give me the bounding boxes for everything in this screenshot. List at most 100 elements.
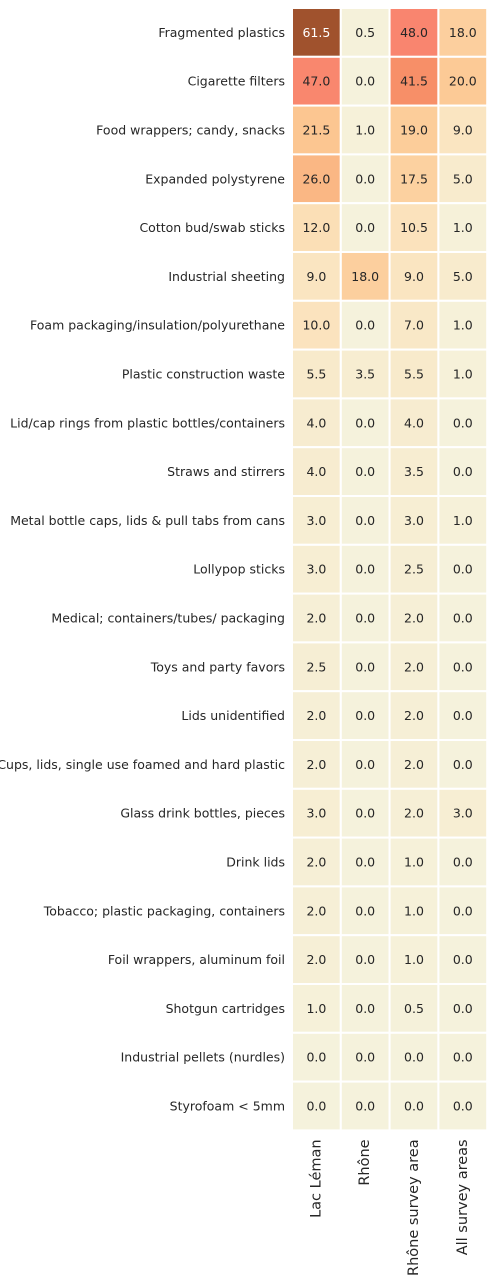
heatmap-cell-value-r21-c0: 0.0 [306,1050,326,1065]
heatmap-cell-r21-c0 [291,1031,342,1083]
heatmap-cell-value-r8-c0: 4.0 [306,415,326,430]
row-label-lollypop-sticks: Lollypop sticks [193,562,285,577]
heatmap-cell-value-r6-c2: 7.0 [404,318,424,333]
heatmap-cell-value-r19-c3: 0.0 [453,952,473,967]
heatmap-cell-r20-c1 [339,983,391,1034]
heatmap-cell-value-r4-c1: 0.0 [355,220,375,235]
heatmap-cell-value-r16-c1: 0.0 [355,806,375,821]
row-label-toys-and-party-favors: Toys and party favors [150,659,285,674]
heatmap-cell-value-r6-c3: 1.0 [453,318,473,333]
heatmap-cell-r0-c3 [437,7,489,58]
row-label-food-wrappers-candy-snacks: Food wrappers; candy, snacks [96,123,285,138]
heatmap-cell-value-r16-c3: 3.0 [453,806,473,821]
heatmap-cell-r19-c3 [437,934,489,986]
heatmap-cell-value-r15-c3: 0.0 [453,757,473,772]
heatmap-cell-value-r14-c1: 0.0 [355,708,375,723]
heatmap-cell-value-r18-c2: 1.0 [404,903,424,918]
heatmap-cell-value-r12-c1: 0.0 [355,611,375,626]
heatmap-cell-r11-c3 [437,543,489,595]
heatmap-cell-r3-c1 [339,153,391,205]
heatmap-cell-value-r20-c2: 0.5 [404,1001,424,1016]
heatmap-cells: 61.5 0.5 48.0 18.0 47.0 0.0 41.5 20.0 21.5 1.0 19.… [291,7,489,1132]
heatmap-cell-value-r8-c1: 0.0 [355,415,375,430]
column-label-rh-ne: Rhône [357,1139,373,1185]
heatmap-cell-value-r20-c3: 0.0 [453,1001,473,1016]
heatmap-cell-r22-c3 [437,1080,489,1132]
heatmap-cell-value-r4-c0: 12.0 [302,220,330,235]
heatmap-cell-r12-c2 [388,592,440,644]
heatmap-cell-value-r7-c2: 5.5 [404,367,424,382]
column-label-all-survey-areas: All survey areas [455,1139,471,1255]
heatmap-cell-value-r7-c3: 1.0 [453,367,473,382]
row-label-straws-and-stirrers: Straws and stirrers [167,464,285,479]
heatmap-cell-value-r0-c0: 61.5 [302,25,330,40]
heatmap-cell-r16-c1 [339,787,391,839]
heatmap-cell-r19-c0 [291,934,342,986]
heatmap-cell-r16-c3 [437,787,489,839]
heatmap-cell-r4-c2 [388,202,440,253]
heatmap-cell-r7-c2 [388,348,440,400]
heatmap-cell-value-r8-c3: 0.0 [453,415,473,430]
heatmap-cell-value-r12-c0: 2.0 [306,611,326,626]
heatmap-cell-value-r21-c1: 0.0 [355,1050,375,1065]
heatmap-cell-value-r10-c0: 3.0 [306,513,326,528]
heatmap-cell-r21-c3 [437,1031,489,1083]
heatmap-cell-value-r22-c0: 0.0 [306,1099,326,1114]
heatmap-cell-r15-c3 [437,739,489,790]
heatmap-cell-value-r10-c2: 3.0 [404,513,424,528]
heatmap-cell-r11-c0 [291,543,342,595]
heatmap-cell-r18-c0 [291,885,342,937]
row-label-industrial-sheeting: Industrial sheeting [168,269,285,284]
heatmap-cell-value-r11-c0: 3.0 [306,562,326,577]
heatmap-cell-value-r22-c1: 0.0 [355,1099,375,1114]
row-label-industrial-pellets-nurdles: Industrial pellets (nurdles) [121,1050,285,1065]
heatmap-cell-r17-c3 [437,836,489,888]
heatmap-cell-value-r22-c2: 0.0 [404,1099,424,1114]
heatmap-cell-value-r0-c3: 18.0 [449,25,477,40]
heatmap-cell-r14-c2 [388,690,440,742]
heatmap-cell-value-r20-c1: 0.0 [355,1001,375,1016]
heatmap-cell-r18-c1 [339,885,391,937]
row-label-drink-lids: Drink lids [226,855,285,870]
heatmap-cell-value-r18-c1: 0.0 [355,903,375,918]
heatmap-cell-value-r20-c0: 1.0 [306,1001,326,1016]
heatmap-cell-value-r14-c3: 0.0 [453,708,473,723]
heatmap-cell-value-r5-c2: 9.0 [404,269,424,284]
heatmap-cell-value-r16-c2: 2.0 [404,806,424,821]
heatmap-cell-r1-c3 [437,55,489,107]
heatmap-cell-value-r5-c3: 5.0 [453,269,473,284]
heatmap-cell-value-r17-c2: 1.0 [404,855,424,870]
heatmap-cell-value-r16-c0: 3.0 [306,806,326,821]
heatmap-cell-r7-c0 [291,348,342,400]
heatmap-cell-value-r2-c2: 19.0 [400,123,428,138]
heatmap-cell-r20-c0 [291,983,342,1034]
heatmap-cell-value-r17-c3: 0.0 [453,855,473,870]
heatmap-cell-value-r17-c1: 0.0 [355,855,375,870]
heatmap-cell-value-r10-c3: 1.0 [453,513,473,528]
heatmap-cell-value-r18-c0: 2.0 [306,903,326,918]
heatmap-cell-r5-c2 [388,251,440,302]
heatmap-cell-r21-c2 [388,1031,440,1083]
row-label-shotgun-cartridges: Shotgun cartridges [166,1001,285,1016]
row-label-lids-unidentified: Lids unidentified [181,708,285,723]
heatmap-cell-value-r13-c3: 0.0 [453,659,473,674]
row-label-cotton-bud-swab-sticks: Cotton bud/swab sticks [139,220,285,235]
heatmap-cell-value-r2-c1: 1.0 [355,123,375,138]
heatmap-cell-value-r11-c2: 2.5 [404,562,424,577]
row-labels: Fragmented plastics Cigarette filters Food… [0,25,285,1114]
heatmap-cell-r22-c0 [291,1080,342,1132]
heatmap-cell-value-r21-c3: 0.0 [453,1050,473,1065]
heatmap-cell-value-r5-c1: 18.0 [351,269,379,284]
heatmap-cell-value-r4-c3: 1.0 [453,220,473,235]
heatmap-cell-value-r18-c3: 0.0 [453,903,473,918]
heatmap-cell-r2-c3 [437,104,489,156]
heatmap-cell-r22-c2 [388,1080,440,1132]
row-label-cups-lids-single-use-foamed-and-hard-plastic: Cups, lids, single use foamed and hard p… [0,757,285,772]
heatmap-cell-r16-c2 [388,787,440,839]
heatmap-cell-r11-c1 [339,543,391,595]
heatmap-cell-value-r14-c2: 2.0 [404,708,424,723]
row-label-styrofoam-5mm: Styrofoam < 5mm [170,1099,285,1114]
heatmap-cell-r17-c0 [291,836,342,888]
heatmap-cell-r3-c3 [437,153,489,205]
